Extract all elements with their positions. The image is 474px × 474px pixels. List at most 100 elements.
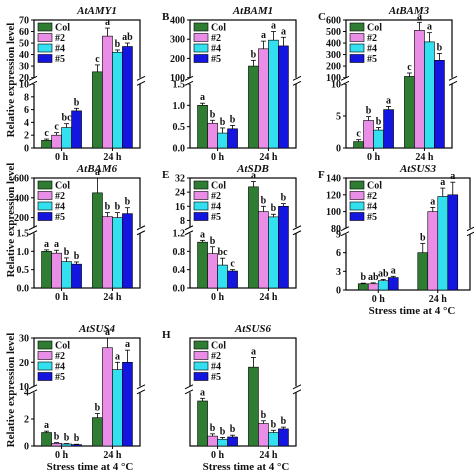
significance-letter-a: b (115, 39, 121, 50)
bar-g-line4-24h (112, 369, 123, 447)
legend-label-h: #2 (211, 351, 221, 362)
bar-c-line2-0h (363, 120, 374, 149)
significance-letter-c: b (376, 117, 382, 128)
y-tick-label-d: 1.5 (17, 229, 30, 240)
legend-label-g: #4 (55, 362, 65, 373)
significance-letter-e: b (281, 193, 287, 204)
legend-swatch-a (37, 22, 53, 32)
panel-title-d: AtBAM6 (76, 163, 118, 175)
y-tick-label-c: 200 (326, 62, 341, 73)
legend-label-d: Col (55, 181, 70, 192)
axis-break-band-g (30, 386, 144, 393)
axis-break-mark-right-c (448, 75, 458, 81)
y-tick-label-e: 16 (175, 202, 185, 213)
axis-break-mark-right-e (292, 230, 302, 236)
legend-swatch-f (349, 212, 365, 221)
y-tick-label-f: 100 (326, 207, 341, 218)
legend-label-c: #5 (367, 54, 377, 65)
legend-swatch-d (37, 191, 53, 200)
axis-break-mark-left-h (184, 384, 194, 390)
significance-letter-a: b (74, 97, 80, 108)
y-tick-label-a: 70 (19, 16, 29, 27)
bar-e-Col-0h (197, 241, 208, 289)
legend-swatch-d (37, 212, 53, 221)
legend-label-a: Col (55, 23, 70, 34)
y-tick-label-b: 0.0 (173, 144, 186, 155)
axis-break-mark-left-b (184, 80, 194, 86)
bar-f-line5-0h (387, 277, 399, 291)
legend-swatch-b (193, 43, 209, 53)
x-tick-label-b: 24 h (259, 152, 278, 163)
bar-h-Col-0h (197, 400, 208, 447)
bar-f-line2-0h (367, 283, 379, 291)
y-tick-label-g: 2 (24, 415, 29, 426)
legend-label-h: #4 (211, 362, 221, 373)
axis-break-mark-left-c (340, 75, 350, 81)
significance-letter-d: b (74, 251, 80, 262)
bar-e-Col-24h (248, 186, 259, 289)
y-tick-label-a: 10 (19, 80, 29, 91)
bar-c-line4-24h (424, 41, 435, 149)
legend-swatch-c (349, 33, 365, 42)
axis-break-mark-left-d (28, 230, 38, 236)
axis-break-mark-left-f (340, 231, 350, 237)
panel-title-g: AtSUS4 (78, 323, 116, 335)
legend-label-b: #2 (211, 33, 221, 44)
y-axis-label-row2: Relative expression level (5, 163, 17, 278)
y-tick-label-g: 4 (24, 388, 29, 399)
y-tick-label-c: 5 (336, 112, 341, 123)
legend-swatch-f (349, 180, 365, 190)
bar-f-Col-0h (357, 283, 369, 291)
y-tick-label-e: 8 (180, 216, 185, 227)
legend-label-a: #2 (55, 33, 65, 44)
y-tick-label-d: 600 (14, 174, 29, 185)
legend-swatch-e (193, 180, 209, 190)
axis-break-mark-right-d (136, 225, 146, 231)
significance-letter-g: b (74, 433, 80, 444)
bar-h-Col-24h (248, 366, 259, 447)
significance-letter-h: b (271, 419, 277, 430)
bar-b-line2-24h (258, 48, 269, 149)
significance-letter-a: c (44, 128, 49, 139)
x-tick-label-c: 24 h (415, 152, 434, 163)
panel-letter-h: H (162, 329, 171, 341)
bar-g-line5-24h (122, 361, 133, 447)
y-tick-label-c: 600 (326, 16, 341, 27)
legend-swatch-a (37, 54, 53, 63)
axis-break-band-d (30, 227, 144, 234)
x-tick-label-a: 24 h (103, 152, 122, 163)
y-tick-label-f: 9 (336, 230, 341, 241)
legend-swatch-d (37, 180, 53, 190)
y-tick-label-c: 0 (336, 144, 341, 155)
significance-letter-f: a (391, 265, 396, 276)
x-tick-label-f: 0 h (372, 294, 386, 305)
significance-letter-f: ab (378, 268, 389, 279)
x-tick-label-h: 24 h (259, 450, 278, 461)
significance-letter-h: b (210, 423, 216, 434)
axis-break-mark-left-g (28, 384, 38, 390)
bar-e-line2-0h (207, 253, 218, 289)
y-tick-label-c: 400 (326, 39, 341, 50)
legend-label-g: #5 (55, 372, 65, 383)
x-tick-label-f: 24 h (429, 294, 448, 305)
axis-break-band-e (186, 227, 300, 234)
y-tick-label-d: 0.5 (17, 265, 30, 276)
bar-a-line5-24h (122, 46, 133, 149)
bar-a-line5-0h (71, 110, 82, 149)
y-tick-label-e: 1.2 (173, 229, 186, 240)
legend-label-c: #2 (367, 33, 377, 44)
legend-swatch-f (349, 201, 365, 211)
bar-f-line5-24h (447, 194, 459, 291)
significance-letter-h: a (251, 346, 256, 357)
significance-letter-b: a (261, 30, 266, 41)
bar-g-line4-0h (61, 443, 72, 447)
bar-b-line2-0h (207, 122, 218, 149)
legend-swatch-e (193, 201, 209, 211)
x-tick-label-g: 24 h (103, 450, 122, 461)
panel-letter-e: E (162, 169, 169, 181)
significance-letter-g: b (64, 433, 70, 444)
axis-break-mark-left-a (28, 75, 38, 81)
legend-swatch-h (193, 351, 209, 360)
bar-g-Col-0h (41, 432, 52, 447)
x-axis-label-panel-f: Stress time at 4 °C (369, 305, 456, 317)
